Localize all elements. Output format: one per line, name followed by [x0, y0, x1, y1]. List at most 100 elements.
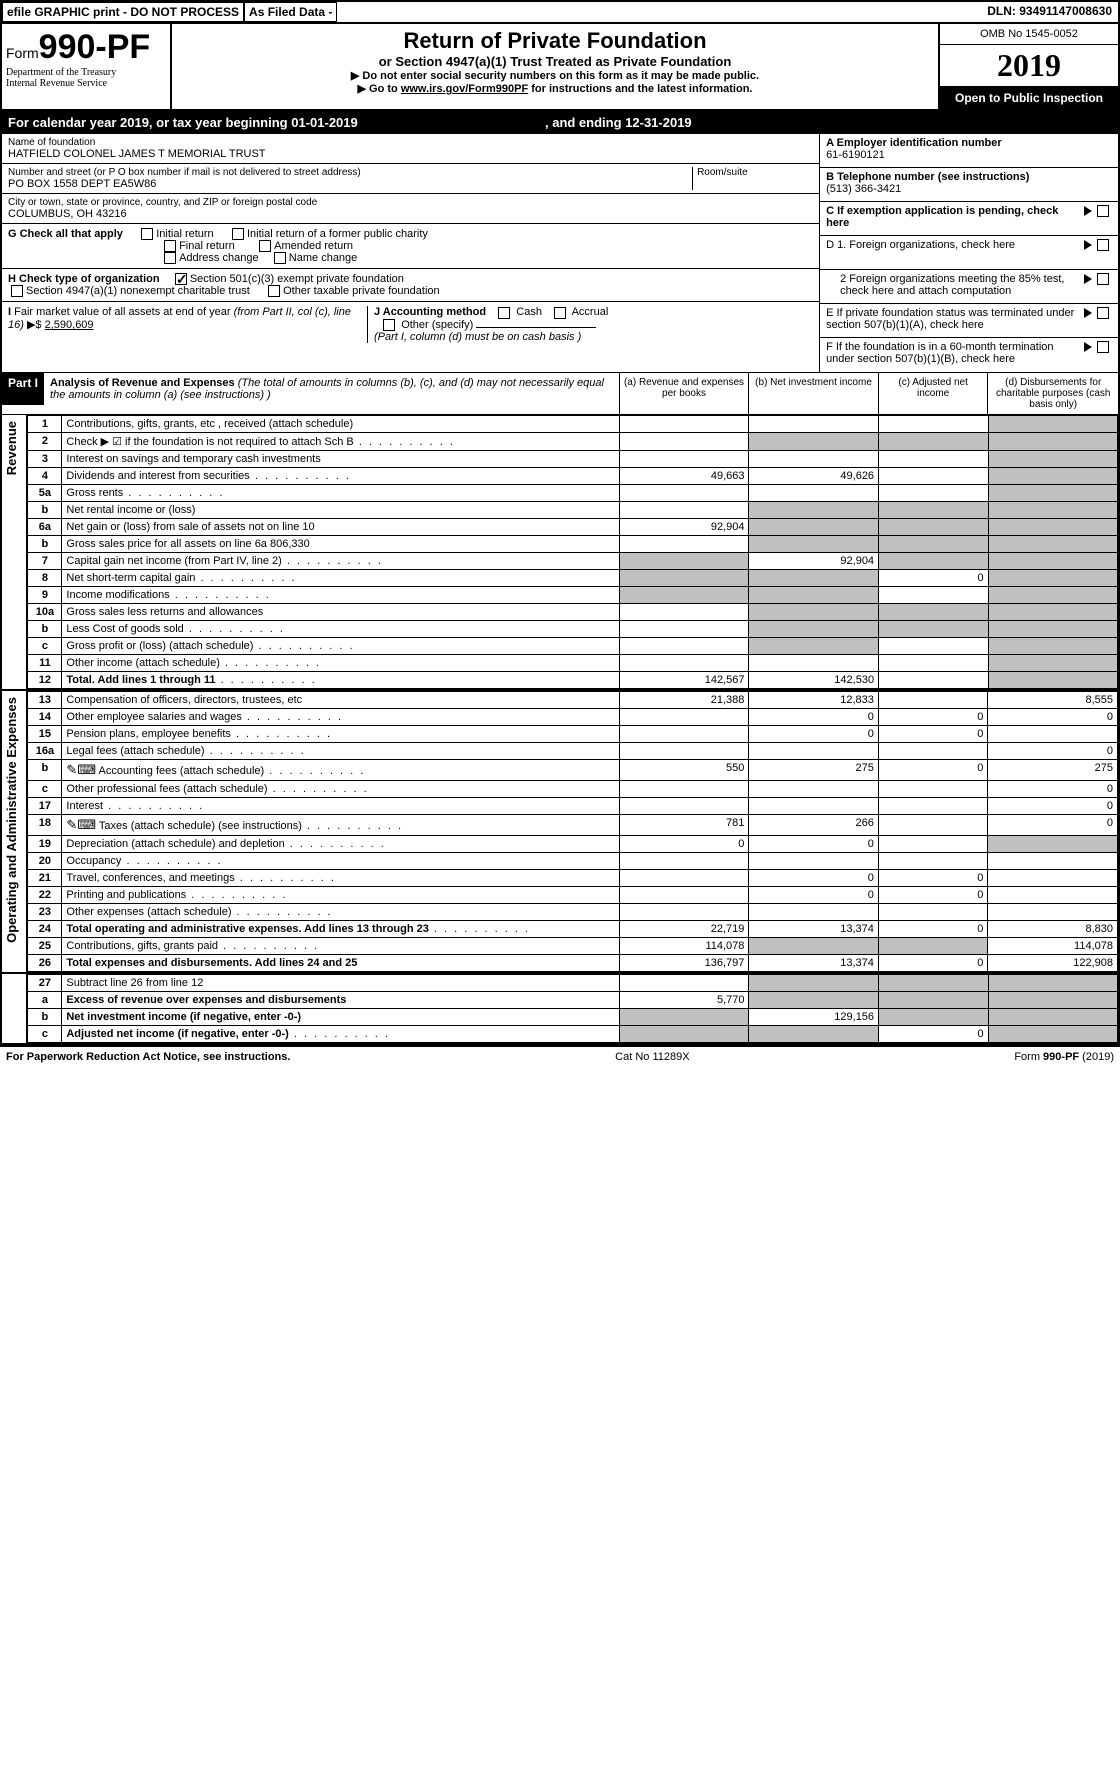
table-row: 24Total operating and administrative exp…	[28, 921, 1118, 938]
checkbox-cash[interactable]	[498, 307, 510, 319]
checkbox-accrual[interactable]	[554, 307, 566, 319]
dln-label: DLN:	[987, 4, 1016, 18]
part1-header: Part I Analysis of Revenue and Expenses …	[2, 373, 1118, 415]
line-number: c	[28, 1026, 62, 1043]
header-top: efile GRAPHIC print - DO NOT PROCESS As …	[2, 2, 1118, 24]
col-d-value	[988, 672, 1117, 689]
col-d-value	[988, 836, 1118, 853]
checkbox-name-change[interactable]	[274, 252, 286, 264]
col-b-header: (b) Net investment income	[749, 373, 879, 414]
table-row: 14Other employee salaries and wages000	[28, 709, 1118, 726]
checkbox-initial-return[interactable]	[141, 228, 153, 240]
table-row: 22Printing and publications00	[28, 887, 1118, 904]
table-row: 7Capital gain net income (from Part IV, …	[28, 553, 1118, 570]
checkbox-501c3[interactable]	[175, 273, 187, 285]
line-number: b	[28, 760, 62, 781]
table-row: 16aLegal fees (attach schedule)0	[28, 743, 1118, 760]
checkbox-c[interactable]	[1097, 205, 1109, 217]
instr-link-row: ▶ Go to www.irs.gov/Form990PF for instru…	[182, 82, 928, 95]
checkbox-initial-former[interactable]	[232, 228, 244, 240]
col-b-value	[749, 570, 879, 587]
line-number: 17	[28, 798, 62, 815]
checkbox-4947[interactable]	[11, 285, 23, 297]
col-d-value	[988, 570, 1117, 587]
e-label: E If private foundation status was termi…	[826, 307, 1082, 331]
checkbox-e[interactable]	[1097, 307, 1109, 319]
tax-year: 2019	[940, 45, 1118, 87]
col-c-value: 0	[878, 726, 987, 743]
col-c-value: 0	[878, 955, 987, 972]
col-c-value	[878, 815, 987, 836]
expenses-side-label: Operating and Administrative Expenses	[2, 691, 27, 972]
col-d-value: 0	[988, 781, 1118, 798]
checkbox-other-taxable[interactable]	[268, 285, 280, 297]
attachment-icon: ✎⌨	[66, 817, 96, 832]
foundation-city: COLUMBUS, OH 43216	[8, 208, 813, 220]
col-b-value: 129,156	[749, 1009, 879, 1026]
col-c-value: 0	[878, 760, 987, 781]
line-number: 23	[28, 904, 62, 921]
dln-value: 93491147008630	[1019, 4, 1112, 18]
col-b-value	[749, 655, 879, 672]
line-number: 21	[28, 870, 62, 887]
c-label: C If exemption application is pending, c…	[826, 205, 1082, 229]
table-row: 17Interest0	[28, 798, 1118, 815]
expenses-table: 13Compensation of officers, directors, t…	[27, 691, 1118, 972]
col-b-value	[749, 433, 879, 451]
col-d-value: 114,078	[988, 938, 1118, 955]
arrow-icon	[1084, 342, 1092, 352]
col-d-value	[988, 519, 1117, 536]
expenses-label: Operating and Administrative Expenses	[2, 691, 21, 949]
line-desc: Pension plans, employee benefits	[62, 726, 619, 743]
line-desc: Interest	[62, 798, 619, 815]
instr-pre: ▶ Go to	[358, 83, 401, 95]
b-label: B Telephone number (see instructions)	[826, 171, 1112, 183]
col-a-value: 5,770	[619, 992, 749, 1009]
checkbox-other-method[interactable]	[383, 319, 395, 331]
section-ij: I Fair market value of all assets at end…	[2, 302, 819, 346]
room-label: Room/suite	[697, 167, 813, 178]
col-b-value	[749, 798, 879, 815]
col-d-value	[988, 502, 1117, 519]
col-b-value	[749, 519, 879, 536]
line-desc: Legal fees (attach schedule)	[62, 743, 619, 760]
footer-right: Form 990-PF (2019)	[1014, 1051, 1114, 1063]
col-c-value	[879, 587, 989, 604]
col-a-value	[619, 621, 749, 638]
city-cell: City or town, state or province, country…	[2, 194, 819, 224]
checkbox-d2[interactable]	[1097, 273, 1109, 285]
net-section: 27Subtract line 26 from line 12aExcess o…	[2, 972, 1118, 1043]
line-desc: Total expenses and disbursements. Add li…	[62, 955, 619, 972]
checkbox-addr-change[interactable]	[164, 252, 176, 264]
col-a-value	[619, 451, 749, 468]
checkbox-amended[interactable]	[259, 240, 271, 252]
col-b-value	[749, 938, 879, 955]
checkbox-final[interactable]	[164, 240, 176, 252]
line-desc: Other expenses (attach schedule)	[62, 904, 619, 921]
line-desc: Occupancy	[62, 853, 619, 870]
open-inspection: Open to Public Inspection	[940, 87, 1118, 109]
col-c-value	[878, 743, 987, 760]
footer: For Paperwork Reduction Act Notice, see …	[0, 1045, 1120, 1067]
col-c-value	[879, 519, 989, 536]
line-number: c	[28, 781, 62, 798]
cal-pre: For calendar year 2019, or tax year begi…	[8, 115, 291, 130]
j-label: J Accounting method	[374, 306, 486, 318]
foundation-address: PO BOX 1558 DEPT EA5W86	[8, 178, 688, 190]
col-a-value	[619, 781, 749, 798]
col-c-value	[878, 781, 987, 798]
ein-cell: A Employer identification number 61-6190…	[820, 134, 1118, 168]
col-b-value: 0	[749, 836, 879, 853]
col-a-value	[619, 709, 749, 726]
cal-begin: 01-01-2019	[291, 115, 358, 130]
table-row: 15Pension plans, employee benefits00	[28, 726, 1118, 743]
checkbox-d1[interactable]	[1097, 239, 1109, 251]
checkbox-f[interactable]	[1097, 341, 1109, 353]
col-b-value	[749, 992, 879, 1009]
col-d-value	[988, 726, 1118, 743]
line-number: 18	[28, 815, 62, 836]
dept-treasury: Department of the Treasury	[6, 67, 166, 78]
line-desc: Net short-term capital gain	[62, 570, 620, 587]
d1-label: D 1. Foreign organizations, check here	[826, 239, 1082, 251]
irs-link[interactable]: www.irs.gov/Form990PF	[401, 83, 528, 95]
